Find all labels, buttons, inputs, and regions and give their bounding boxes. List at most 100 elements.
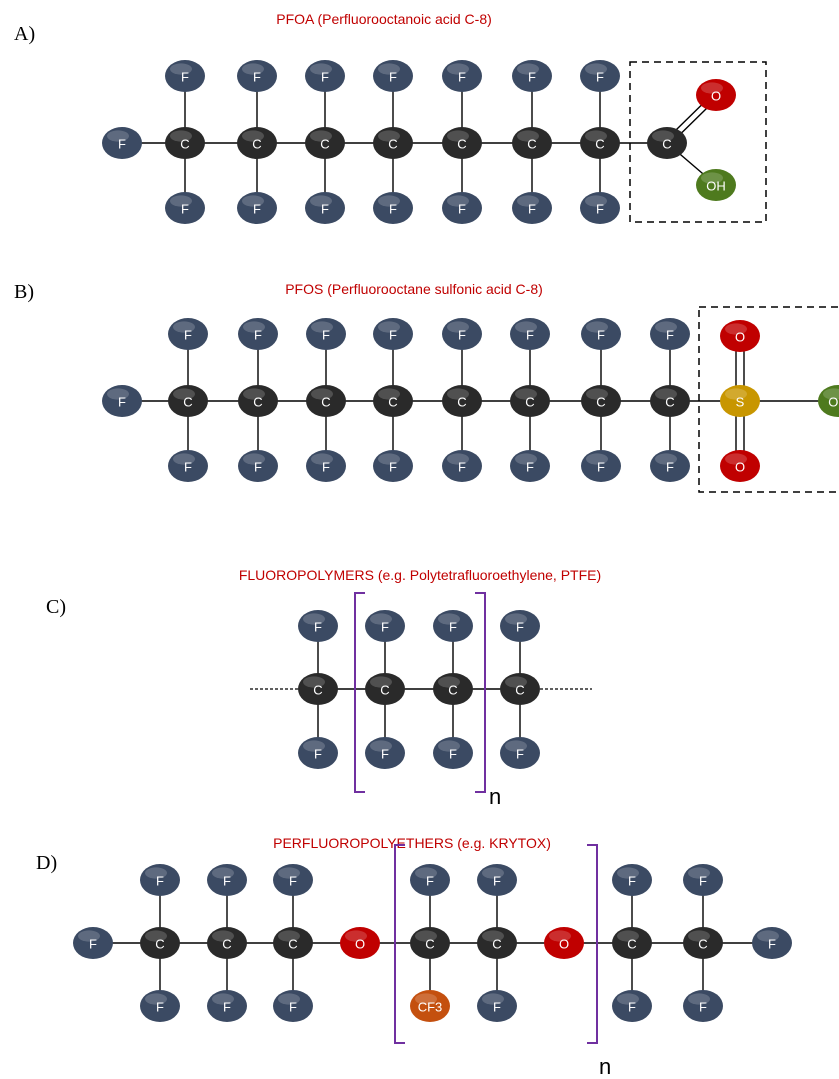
fluorine-atom: F: [581, 450, 621, 482]
fluorine-atom: F: [683, 990, 723, 1022]
atom-highlight: [725, 388, 747, 400]
fluorine-atom-shape: [237, 60, 277, 92]
carbon-atom-shape: [647, 127, 687, 159]
oxygen-atom-label: O: [735, 460, 745, 475]
fluorine-atom: F: [273, 990, 313, 1022]
fluorine-atom: F: [237, 192, 277, 224]
oxygen-atom-shape: [696, 79, 736, 111]
atom-highlight: [688, 930, 710, 942]
carbon-atom-shape: [512, 127, 552, 159]
panel-a-letter: A): [14, 23, 35, 45]
atom-highlight: [278, 993, 300, 1005]
fluorine-atom: F: [140, 990, 180, 1022]
carbon-atom-label: C: [388, 137, 397, 152]
carbon-atom: C: [580, 127, 620, 159]
fluorine-atom: F: [510, 318, 550, 350]
decor-layer: [354, 61, 839, 1044]
atom-highlight: [303, 676, 325, 688]
hydroxyl-group-shape: [818, 385, 839, 417]
fluorine-atom-label: F: [322, 460, 330, 475]
fluorine-atom-label: F: [314, 620, 322, 635]
fluorine-atom: F: [477, 990, 517, 1022]
fluorine-atom-shape: [442, 60, 482, 92]
fluorine-atom-label: F: [254, 460, 262, 475]
fluorine-atom-label: F: [321, 202, 329, 217]
atom-highlight: [655, 388, 677, 400]
fluorine-atom-shape: [207, 990, 247, 1022]
carbon-atom-label: C: [380, 683, 389, 698]
sulfur-atom-label: S: [736, 395, 745, 410]
panel-c-title: FLUOROPOLYMERS (e.g. Polytetrafluoroethy…: [239, 567, 601, 583]
carbon-atom-label: C: [222, 937, 231, 952]
fluorine-atom-shape: [410, 864, 450, 896]
atom-highlight: [482, 930, 504, 942]
carbon-atom-label: C: [313, 683, 322, 698]
fluorine-atom-label: F: [321, 70, 329, 85]
atom-highlight: [515, 321, 537, 333]
carbon-atom-label: C: [180, 137, 189, 152]
carbon-atom: C: [410, 927, 450, 959]
oxygen-atom: O: [720, 320, 760, 352]
atom-highlight: [515, 453, 537, 465]
atom-highlight: [438, 613, 460, 625]
atom-highlight: [311, 321, 333, 333]
fluorine-atom: F: [581, 318, 621, 350]
carbon-atom-shape: [510, 385, 550, 417]
panel-c-bracket-left: [354, 592, 365, 793]
fluorine-atom-label: F: [493, 874, 501, 889]
carbon-atom-label: C: [388, 395, 397, 410]
fluorine-atom-shape: [165, 60, 205, 92]
fluorine-atom-shape: [373, 318, 413, 350]
carbon-atom-label: C: [183, 395, 192, 410]
fluorine-atom-shape: [581, 450, 621, 482]
panel-d-bracket-left: [394, 844, 405, 1044]
fluorine-atom-shape: [433, 737, 473, 769]
atom-highlight: [370, 740, 392, 752]
panel-b-title: PFOS (Perfluorooctane sulfonic acid C-8): [285, 281, 543, 297]
oxygen-atom-label: O: [355, 937, 365, 952]
fluorine-atom-label: F: [458, 460, 466, 475]
carbon-atom-shape: [581, 385, 621, 417]
atom-highlight: [243, 388, 265, 400]
fluorine-atom-label: F: [223, 1000, 231, 1015]
oxygen-atom: O: [720, 450, 760, 482]
carbon-atom-label: C: [457, 395, 466, 410]
fluorine-atom-shape: [305, 192, 345, 224]
fluorine-atom-label: F: [314, 747, 322, 762]
fluorine-atom-label: F: [493, 1000, 501, 1015]
atom-highlight: [370, 613, 392, 625]
fluorine-atom-shape: [273, 990, 313, 1022]
atom-highlight: [617, 867, 639, 879]
atom-highlight: [482, 993, 504, 1005]
fluorine-atom: F: [168, 318, 208, 350]
fluorine-atom: F: [612, 990, 652, 1022]
carbon-atom-shape: [168, 385, 208, 417]
carbon-atom: C: [510, 385, 550, 417]
carbon-atom-shape: [207, 927, 247, 959]
fluorine-atom: F: [650, 450, 690, 482]
panel-a-functional-group-box: [629, 61, 767, 223]
fluorine-atom-shape: [433, 610, 473, 642]
fluorine-atom: F: [305, 60, 345, 92]
fluorine-atom-label: F: [597, 328, 605, 343]
atom-highlight: [415, 993, 437, 1005]
fluorine-atom-shape: [102, 385, 142, 417]
fluorine-atom-label: F: [89, 937, 97, 952]
carbon-atom-label: C: [492, 937, 501, 952]
fluorine-atom-shape: [580, 192, 620, 224]
fluorine-atom: F: [306, 318, 346, 350]
atom-highlight: [701, 82, 723, 94]
carbon-atom-shape: [373, 127, 413, 159]
carbon-atom-label: C: [698, 937, 707, 952]
panel-a-title: PFOA (Perfluorooctanoic acid C-8): [276, 11, 492, 27]
fluorine-atom-shape: [298, 610, 338, 642]
carbon-atom-shape: [442, 127, 482, 159]
fluorine-atom: F: [442, 192, 482, 224]
atom-highlight: [310, 63, 332, 75]
carbon-atom-label: C: [596, 395, 605, 410]
fluorine-atom: F: [102, 385, 142, 417]
atom-highlight: [78, 930, 100, 942]
fluorine-atom-label: F: [322, 328, 330, 343]
atom-highlight: [505, 613, 527, 625]
fluorine-atom-label: F: [628, 1000, 636, 1015]
